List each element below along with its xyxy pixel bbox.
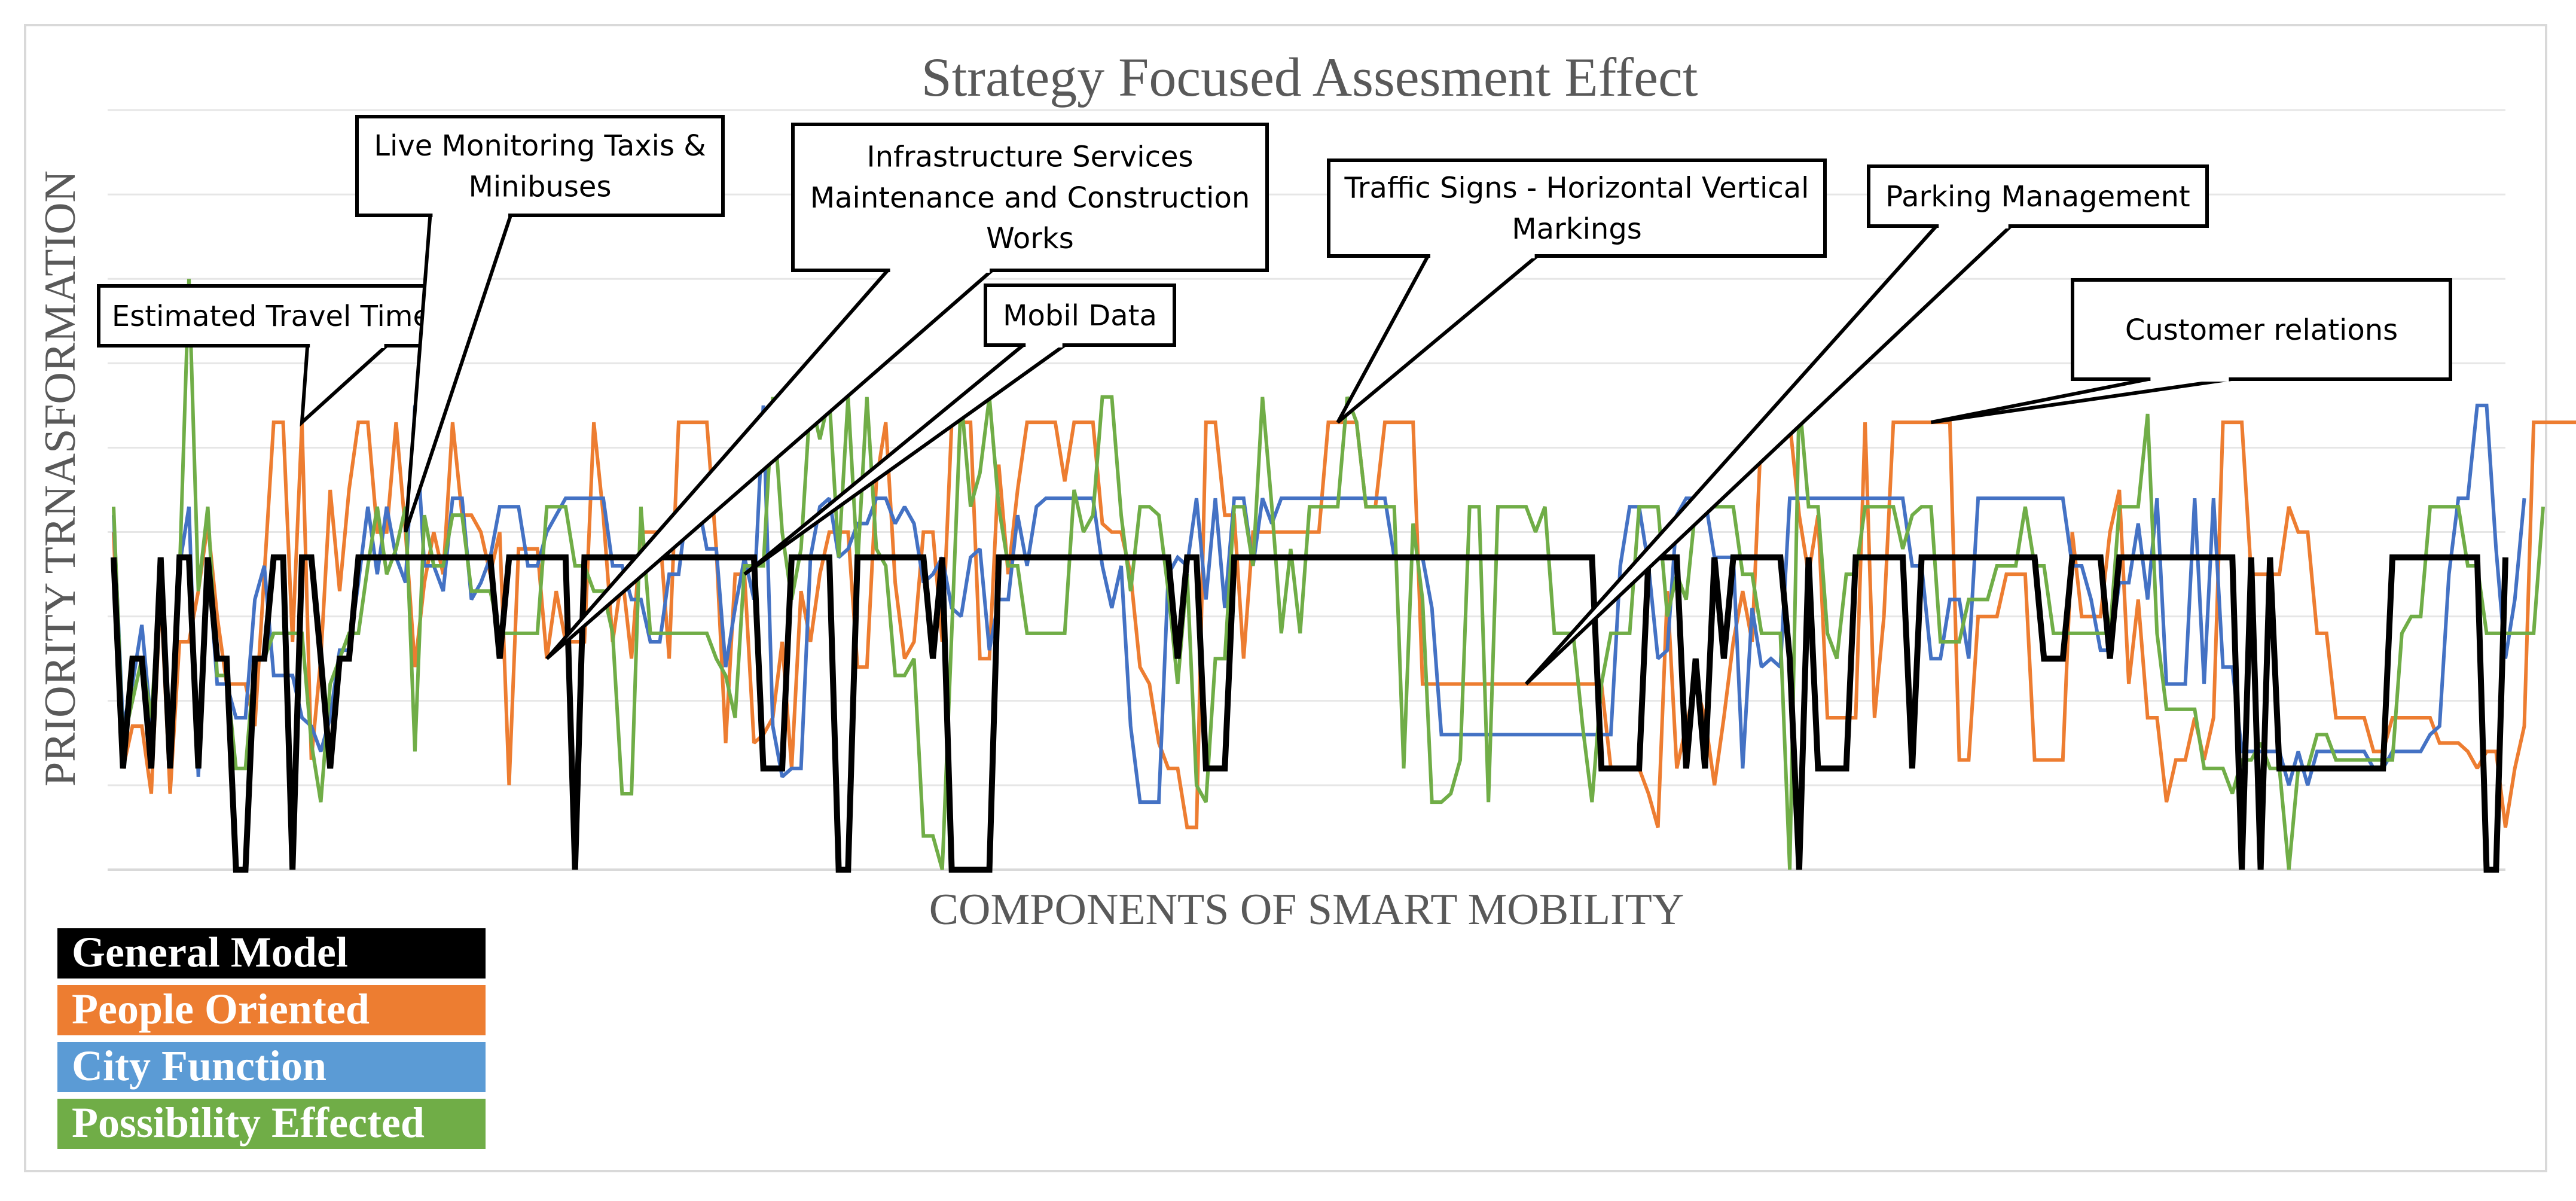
callout-text: Infrastructure Services Maintenance and C… — [810, 141, 1250, 255]
callout: Infrastructure Services Maintenance and C… — [545, 123, 1269, 660]
legend-swatch-city — [57, 1042, 486, 1092]
callout-box — [2071, 278, 2452, 381]
callout: Mobil Data — [743, 284, 1176, 576]
callout: Parking Management — [1524, 164, 2209, 685]
callout-text: Live Monitoring Taxis & Minibuses — [374, 129, 706, 203]
callout-box — [1327, 158, 1827, 258]
callout: Estimated Travel Times — [97, 284, 460, 427]
legend-swatch-people — [57, 985, 486, 1035]
callout: Traffic Signs - Horizontal Vertical Marki… — [1327, 158, 1827, 424]
legend: General Model People Oriented City Functio… — [57, 928, 486, 1149]
callout-box — [355, 115, 725, 217]
callout-box — [1867, 164, 2209, 228]
callout-box — [791, 123, 1269, 272]
series-lines — [111, 279, 2576, 873]
callout-pointer — [300, 344, 392, 427]
callout-text: Customer relations — [2125, 313, 2398, 347]
chart-title: Strategy Focused Assesment Effect — [921, 47, 1698, 108]
callout-text: Parking Management — [1885, 180, 2190, 214]
callout-text: Traffic Signs - Horizontal Vertical Marki… — [1344, 172, 1809, 246]
callout-text: Estimated Travel Times — [112, 300, 445, 333]
legend-swatch-general — [57, 928, 486, 979]
y-axis-label: PRIORITY TRNASFORMATION — [36, 170, 85, 787]
series-line-city — [112, 403, 2526, 804]
callout: Customer relations — [1930, 278, 2452, 425]
legend-label-possibility: Possibility Effected — [72, 1099, 425, 1147]
callout-pointer — [1930, 377, 2232, 425]
legend-label-people: People Oriented — [72, 985, 370, 1033]
callout: Live Monitoring Taxis & Minibuses — [355, 115, 725, 533]
legend-label-city: City Function — [72, 1042, 326, 1090]
legend-swatch-possibility — [57, 1099, 486, 1149]
series-line-general — [111, 554, 2508, 873]
series-line-possibility — [112, 279, 2545, 870]
callouts: Estimated Travel Times Live Monitoring Ta… — [97, 115, 2452, 685]
callout-box — [984, 284, 1176, 347]
x-axis-label: COMPONENTS OF SMART MOBILITY — [929, 885, 1684, 934]
legend-label-general: General Model — [72, 928, 348, 976]
callout-pointer — [1336, 254, 1542, 424]
callout-text: Mobil Data — [1003, 299, 1157, 333]
